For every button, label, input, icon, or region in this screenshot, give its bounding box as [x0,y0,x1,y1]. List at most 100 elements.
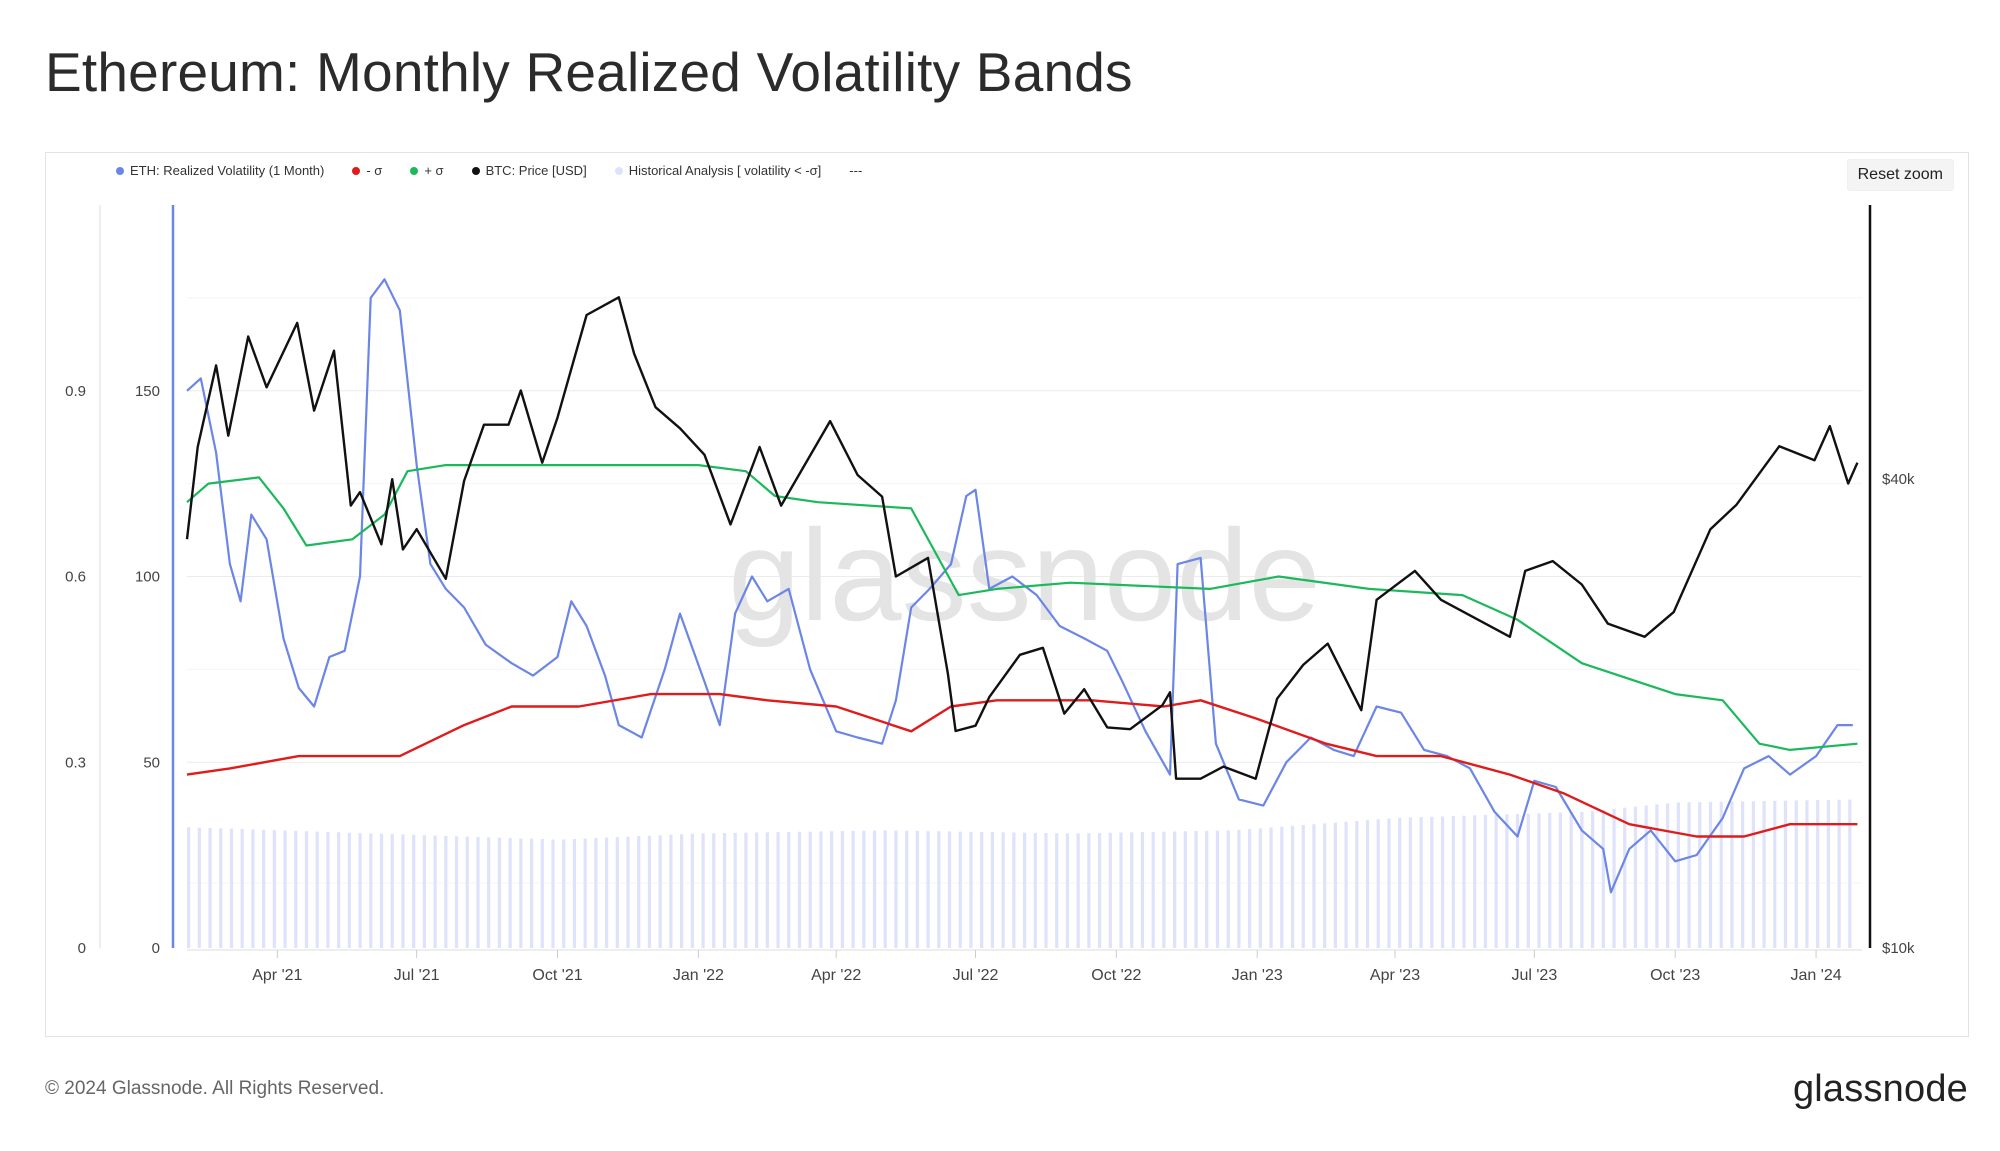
level-axis-tick-label: 50 [143,754,160,771]
price-axis-tick-label: $40k [1882,471,1915,488]
historical-bar [958,831,962,948]
plus-sigma-line [186,464,1858,751]
historical-bar [1430,816,1434,948]
x-axis-tick-label: Jul '22 [953,967,999,984]
historical-bar [1087,833,1091,948]
historical-bar [229,828,234,948]
historical-bar [1301,825,1305,948]
historical-bar [1333,822,1337,948]
historical-bar [722,833,727,948]
historical-bar [1022,832,1027,948]
glassnode-logo[interactable]: glassnode [1792,1068,1968,1110]
historical-bar [937,831,941,948]
historical-bar [1783,800,1788,948]
historical-bar [1751,801,1755,948]
historical-bar [208,827,212,948]
historical-bar [862,830,866,948]
historical-bar [1794,800,1798,948]
historical-bar [412,834,416,948]
historical-bar [1462,815,1466,948]
level-axis-tick-label: 150 [135,383,160,400]
legend-item-dashes[interactable]: --- [849,163,862,178]
legend-item-historical-analysis[interactable]: Historical Analysis [ volatility < -σ] [614,163,822,178]
historical-bar [572,838,577,948]
historical-bar [733,832,737,948]
historical-bar [1108,832,1112,948]
historical-bar [765,832,769,948]
historical-bar [1473,815,1477,948]
legend-label: BTC: Price [USD] [485,163,587,178]
historical-bar [830,831,834,948]
page-title: Ethereum: Monthly Realized Volatility Ba… [45,41,1133,103]
historical-bar [915,830,919,948]
historical-bar [476,836,480,948]
historical-bar [454,836,459,948]
historical-bar [1515,813,1520,948]
historical-bar [1526,813,1530,948]
historical-bar [787,831,791,948]
x-axis-tick-label: Apr '21 [252,967,302,984]
x-axis-tick-label: Oct '21 [532,967,582,984]
historical-bar [1119,832,1123,948]
historical-bar [1376,819,1380,948]
historical-bar [347,832,351,948]
historical-bar [1055,833,1059,948]
historical-bar [433,835,437,948]
chart-card: ETH: Realized Volatility (1 Month) - σ +… [45,152,1969,1037]
historical-bar [1398,817,1402,948]
x-axis-tick-label: Apr '23 [1370,967,1420,984]
reset-zoom-button[interactable]: Reset zoom [1846,159,1954,191]
legend-item-minus-sigma[interactable]: - σ [352,163,382,178]
historical-bar [1151,831,1155,948]
historical-bar [701,833,705,948]
legend-item-btc-price[interactable]: BTC: Price [USD] [471,163,587,178]
legend-dot-icon [614,166,623,175]
historical-bar [379,833,384,948]
historical-bar [1355,820,1359,948]
historical-bar [1130,832,1134,948]
historical-bar [840,831,844,948]
x-axis-tick-label: Oct '22 [1091,967,1141,984]
historical-bar [1590,810,1595,948]
historical-bar [1183,831,1187,948]
historical-bar [262,829,266,948]
historical-bar [1719,801,1723,948]
vol-axis-tick-label: 0.6 [65,569,86,586]
historical-bar [529,838,534,948]
historical-bar [1280,826,1284,948]
historical-bar [551,839,555,948]
historical-bar [1408,817,1413,948]
historical-bar [712,833,716,948]
historical-bar [369,833,373,948]
historical-bar [808,831,812,948]
historical-bar [1323,823,1327,948]
x-axis-tick-label: Jan '24 [1791,967,1842,984]
historical-bar [272,830,276,948]
legend-label: - σ [366,163,383,178]
historical-bar [1258,828,1262,948]
historical-bar [1365,820,1370,948]
historical-bar [390,834,394,948]
legend-label: Historical Analysis [ volatility < -σ] [628,163,822,178]
legend-item-eth-volatility[interactable]: ETH: Realized Volatility (1 Month) [116,163,324,178]
legend-item-plus-sigma[interactable]: + σ [410,163,444,178]
historical-bar [1805,800,1809,948]
historical-bar [197,827,201,948]
historical-bar [1419,817,1423,948]
historical-bar [1730,801,1734,948]
historical-bar [1762,801,1766,948]
historical-bar [337,832,341,948]
historical-bar [1097,832,1102,948]
historical-bar [540,839,544,948]
vol-axis-tick-label: 0.9 [65,383,86,400]
historical-bar [1580,811,1584,948]
legend-dot-icon [471,166,480,175]
historical-bar [797,831,802,948]
historical-bar [1633,806,1638,948]
watermark-text: glassnode [728,502,1321,648]
historical-bar [1569,812,1573,948]
historical-bar [1826,799,1830,948]
historical-bar [326,831,330,948]
legend-dot-icon [410,166,419,175]
